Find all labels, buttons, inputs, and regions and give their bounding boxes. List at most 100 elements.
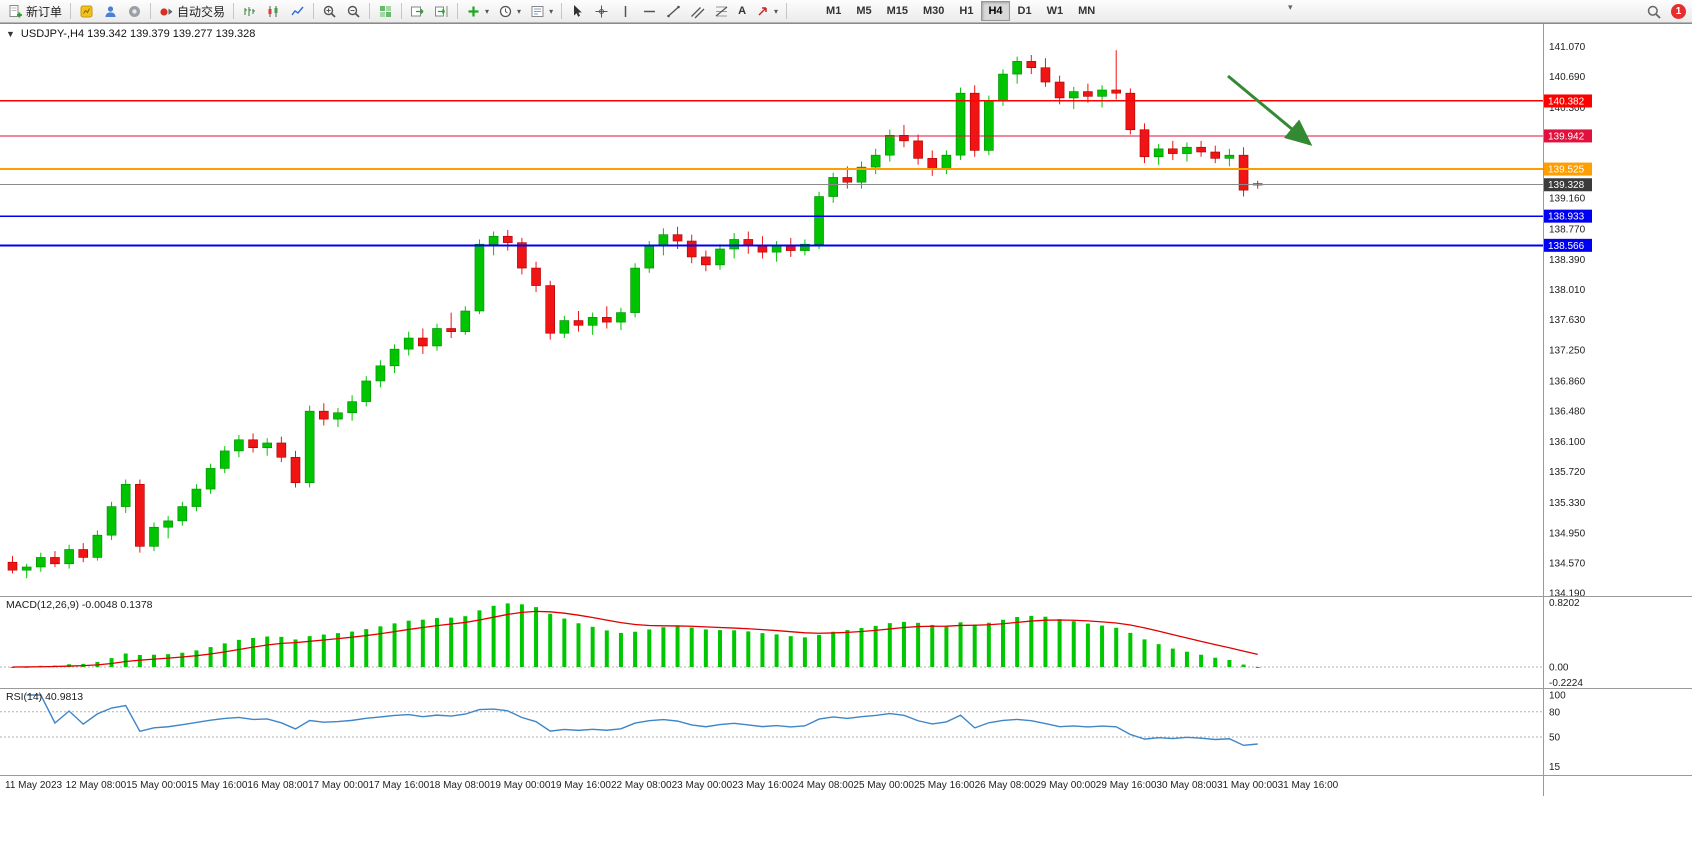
tile-windows-button[interactable] — [374, 2, 397, 21]
macd-histogram-bar — [378, 626, 383, 667]
metaeditor-button[interactable] — [123, 2, 146, 21]
macd-histogram-bar — [986, 622, 991, 667]
panel-separator[interactable] — [0, 775, 1692, 776]
timeframe-button-h4[interactable]: H4 — [981, 1, 1010, 21]
candle — [1125, 92, 1136, 131]
line-chart-button[interactable] — [286, 2, 309, 21]
macd-histogram-bar — [718, 630, 722, 667]
macd-histogram-bar — [505, 603, 510, 667]
macd-histogram-bar — [1170, 648, 1175, 667]
candle — [7, 561, 18, 571]
price-chart-canvas[interactable]: 141.070 140.690 140.300 139.160 138.770 138.3… — [0, 24, 1692, 596]
symbol-ohlc-label: USDJPY-,H4 139.342 139.379 139.277 139.3… — [20, 28, 256, 40]
candle — [446, 328, 456, 332]
price-axis-label: 136.100 — [1549, 437, 1586, 448]
trendline-button[interactable] — [662, 2, 685, 21]
periods-button[interactable]: ▾ — [494, 2, 525, 21]
rsi-axis-label: 15 — [1549, 762, 1561, 773]
timeframe-button-m15[interactable]: M15 — [880, 1, 915, 21]
candlestick-chart-button[interactable] — [262, 2, 285, 21]
separator — [150, 3, 152, 19]
macd-histogram-bar — [1184, 651, 1189, 667]
price-axis-label: 140.300 — [1549, 103, 1586, 114]
zoom-in-button[interactable] — [318, 2, 341, 21]
candle — [333, 412, 343, 420]
price-level-tag — [1544, 209, 1592, 223]
macd-histogram-bar — [590, 626, 595, 667]
candle — [361, 380, 372, 402]
macd-histogram-bar — [958, 622, 963, 667]
panel-separator[interactable] — [0, 596, 1692, 597]
macd-histogram-bar — [166, 654, 171, 667]
candle — [78, 549, 89, 558]
time-label: 16 May 08:00 — [247, 780, 308, 791]
candle — [276, 442, 287, 458]
macd-histogram-bar — [859, 628, 864, 667]
navigator-button[interactable] — [99, 2, 122, 21]
macd-canvas[interactable]: 0.8202 0.00 -0.2224 — [0, 597, 1692, 688]
text-tool-button[interactable]: A — [734, 2, 750, 21]
macd-histogram-bar — [548, 613, 553, 667]
macd-histogram-bar — [788, 636, 793, 667]
candle — [814, 196, 824, 245]
arrows-tool-button[interactable]: ▾ — [751, 2, 782, 21]
timeframe-button-w1[interactable]: W1 — [1040, 1, 1071, 21]
candle — [1068, 91, 1079, 99]
auto-scroll-button[interactable] — [406, 2, 429, 21]
symbol-info[interactable]: ▼ USDJPY-,H4 139.342 139.379 139.277 139… — [6, 28, 255, 40]
timeframe-button-m5[interactable]: M5 — [849, 1, 878, 21]
macd-histogram-bar — [774, 634, 779, 667]
zoom-out-button[interactable] — [342, 2, 365, 21]
indicators-button[interactable]: ▾ — [462, 2, 493, 21]
candle — [290, 456, 301, 484]
price-level-tag-label: 140.382 — [1548, 96, 1585, 107]
timeframe-button-mn[interactable]: MN — [1071, 1, 1102, 21]
quick-trade-caret-icon[interactable]: ▼ — [6, 29, 15, 39]
macd-histogram-bar — [1015, 616, 1020, 667]
time-label: 15 May 00:00 — [126, 780, 187, 791]
candle — [106, 506, 117, 536]
macd-histogram-bar — [279, 636, 284, 667]
horizontal-line-button[interactable] — [638, 2, 661, 21]
timeframe-button-h1[interactable]: H1 — [952, 1, 980, 21]
toolbar-overflow-icon[interactable]: ▾ — [1288, 2, 1293, 12]
time-label: 29 May 16:00 — [1095, 780, 1157, 791]
candle — [1040, 67, 1051, 83]
macd-histogram-bar — [972, 624, 977, 667]
rsi-canvas[interactable]: 100 80 50 15 — [0, 689, 1692, 775]
market-watch-button[interactable] — [75, 2, 98, 21]
notification-badge[interactable]: 1 — [1671, 4, 1686, 19]
timeframe-button-d1[interactable]: D1 — [1011, 1, 1039, 21]
vertical-line-button[interactable] — [614, 2, 637, 21]
candle — [771, 245, 782, 253]
channel-button[interactable] — [686, 2, 709, 21]
timeframe-button-m1[interactable]: M1 — [819, 1, 848, 21]
macd-histogram-bar — [435, 618, 439, 667]
candle — [715, 248, 725, 266]
templates-icon — [531, 5, 544, 17]
macd-histogram-bar — [1128, 632, 1133, 667]
fibonacci-button[interactable] — [710, 2, 733, 21]
search-icon[interactable] — [1646, 4, 1662, 20]
macd-histogram-bar — [618, 632, 623, 667]
cursor-button[interactable] — [566, 2, 589, 21]
new-order-button[interactable]: 新订单 — [4, 2, 66, 21]
macd-histogram-bar — [406, 620, 411, 667]
candle — [573, 320, 584, 326]
time-axis[interactable]: 11 May 2023 12 May 08:00 15 May 00:00 15 Ma… — [0, 776, 1692, 796]
price-level-tag-label: 139.328 — [1548, 180, 1585, 191]
price-level-tag — [1544, 178, 1592, 192]
templates-button[interactable]: ▾ — [526, 2, 557, 21]
chart-shift-button[interactable] — [430, 2, 453, 21]
chevron-down-icon: ▾ — [774, 6, 779, 16]
macd-histogram-bar — [944, 625, 949, 667]
macd-label: MACD(12,26,9) -0.0048 0.1378 — [6, 599, 153, 611]
annotation-arrow[interactable] — [1227, 74, 1313, 146]
bar-chart-button[interactable] — [238, 2, 261, 21]
candle — [149, 526, 159, 547]
macd-histogram-bar — [1241, 664, 1246, 667]
auto-trading-button[interactable]: 自动交易 — [155, 2, 229, 21]
crosshair-button[interactable] — [590, 2, 613, 21]
timeframe-button-m30[interactable]: M30 — [916, 1, 951, 21]
panel-separator[interactable] — [0, 688, 1692, 689]
